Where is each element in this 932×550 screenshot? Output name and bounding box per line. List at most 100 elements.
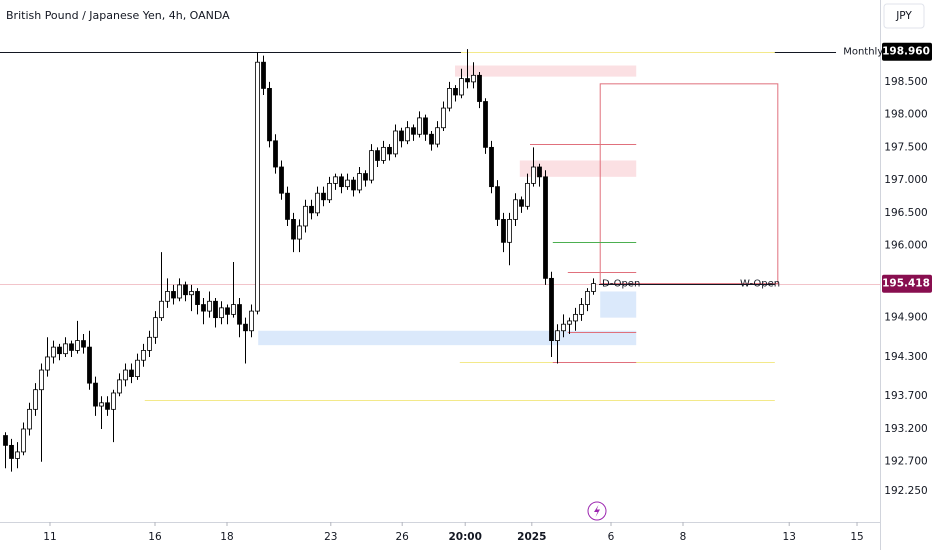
x-tick-label: 2025 bbox=[517, 531, 546, 543]
candle-body bbox=[387, 146, 392, 155]
candle-body bbox=[105, 402, 110, 410]
candle-body bbox=[45, 356, 50, 371]
candle-body bbox=[393, 130, 398, 155]
candle-body bbox=[507, 219, 512, 243]
range-box bbox=[599, 83, 779, 285]
candle-body bbox=[291, 219, 296, 240]
candle-body bbox=[489, 146, 494, 188]
candle-body bbox=[111, 392, 116, 410]
candle-body bbox=[69, 343, 74, 351]
x-tick-label: 26 bbox=[396, 531, 410, 543]
price-badge-label: 195.418 bbox=[882, 278, 930, 290]
candle-body bbox=[177, 284, 182, 299]
candle-body bbox=[321, 192, 326, 201]
candle-body bbox=[165, 291, 170, 302]
candle-body bbox=[411, 127, 416, 135]
candle-body bbox=[531, 166, 536, 184]
candle-body bbox=[237, 304, 242, 325]
candle-body bbox=[369, 150, 374, 181]
x-tick-label: 11 bbox=[43, 531, 56, 543]
candle-body bbox=[327, 182, 332, 201]
x-tick-label: 20:00 bbox=[448, 531, 481, 543]
candle-body bbox=[345, 179, 350, 188]
zone bbox=[258, 330, 637, 346]
candle-body bbox=[555, 330, 560, 341]
candle-body bbox=[477, 74, 482, 102]
x-tick-label: 23 bbox=[324, 531, 337, 543]
candle-body bbox=[375, 150, 380, 161]
candle-body bbox=[471, 74, 476, 83]
candle-body bbox=[561, 323, 566, 332]
candle-body bbox=[279, 166, 284, 194]
y-tick-label: 192.250 bbox=[884, 485, 927, 497]
candle-body bbox=[417, 117, 422, 135]
annotation: Monthly bbox=[843, 47, 883, 58]
y-tick-label: 194.300 bbox=[884, 351, 927, 363]
candle-body bbox=[405, 127, 410, 142]
currency-button[interactable] bbox=[883, 3, 925, 29]
candle-body bbox=[567, 320, 572, 325]
candle-body bbox=[381, 146, 386, 161]
candle-body bbox=[141, 350, 146, 361]
candle-body bbox=[435, 127, 440, 145]
candle-body bbox=[57, 346, 62, 355]
candle-body bbox=[591, 283, 596, 292]
candle-body bbox=[423, 117, 428, 135]
candle-body bbox=[285, 192, 290, 220]
candle-body bbox=[465, 78, 470, 83]
candle-body bbox=[249, 310, 254, 332]
candle-body bbox=[495, 186, 500, 220]
y-tick-label: 196.500 bbox=[884, 207, 927, 219]
candle-body bbox=[81, 340, 86, 348]
lightning-icon[interactable] bbox=[587, 501, 607, 521]
y-tick-label: 198.500 bbox=[884, 76, 927, 88]
candle-body bbox=[351, 179, 356, 191]
candle-body bbox=[543, 176, 548, 279]
candle-body bbox=[513, 199, 518, 220]
candle-body bbox=[303, 205, 308, 227]
candle-body bbox=[117, 379, 122, 394]
candle-body bbox=[255, 61, 260, 312]
candle-body bbox=[525, 182, 530, 207]
currency[interactable]: JPY bbox=[895, 10, 912, 22]
candle-body bbox=[297, 225, 302, 240]
chart-title: British Pound / Japanese Yen, 4h, OANDA bbox=[6, 9, 230, 22]
x-tick-label: 13 bbox=[783, 531, 796, 543]
candle-body bbox=[549, 277, 554, 341]
candle-body bbox=[75, 340, 80, 351]
candle-body bbox=[159, 300, 164, 319]
candle-body bbox=[357, 173, 362, 191]
candle-body bbox=[87, 346, 92, 384]
icon-bolt[interactable] bbox=[594, 505, 600, 517]
x-tick-label: 6 bbox=[608, 531, 615, 543]
zone bbox=[455, 65, 637, 77]
candle-body bbox=[153, 317, 158, 338]
candle-body bbox=[261, 61, 266, 89]
candle-body bbox=[15, 451, 20, 459]
zone bbox=[600, 291, 637, 318]
candle-body bbox=[9, 444, 14, 459]
candle-body bbox=[573, 313, 578, 322]
candle-body bbox=[315, 192, 320, 214]
candle-body bbox=[39, 369, 44, 391]
candle-body bbox=[147, 336, 152, 351]
candle-body bbox=[189, 291, 194, 296]
candle-body bbox=[333, 176, 338, 184]
candle-body bbox=[27, 408, 32, 430]
candle-body bbox=[363, 173, 368, 181]
candle-body bbox=[459, 78, 464, 96]
candle-body bbox=[33, 389, 38, 410]
candle-body bbox=[171, 291, 176, 299]
x-tick-label: 15 bbox=[850, 531, 863, 543]
y-tick-label: 196.000 bbox=[884, 240, 927, 252]
x-tick-label: 18 bbox=[220, 531, 233, 543]
y-tick-label: 197.500 bbox=[884, 141, 927, 153]
candle-body bbox=[183, 284, 188, 296]
candle-body bbox=[483, 101, 488, 148]
y-tick-label: 193.200 bbox=[884, 423, 927, 435]
candle-body bbox=[207, 300, 212, 312]
candle-body bbox=[537, 166, 542, 178]
candle-body bbox=[267, 88, 272, 142]
candle-body bbox=[585, 291, 590, 305]
